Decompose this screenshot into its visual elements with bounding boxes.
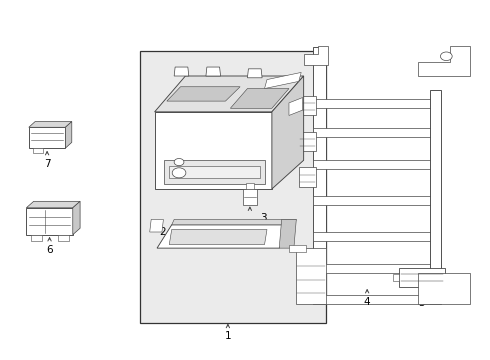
Polygon shape xyxy=(314,160,441,169)
Polygon shape xyxy=(243,189,257,205)
Polygon shape xyxy=(418,45,470,76)
Text: 4: 4 xyxy=(364,297,370,307)
Polygon shape xyxy=(73,201,80,235)
Polygon shape xyxy=(230,89,289,108)
Polygon shape xyxy=(157,225,294,248)
Polygon shape xyxy=(272,76,304,189)
Polygon shape xyxy=(279,220,296,248)
Circle shape xyxy=(441,52,452,60)
Polygon shape xyxy=(304,45,328,65)
Polygon shape xyxy=(299,96,316,116)
Polygon shape xyxy=(289,244,306,252)
Polygon shape xyxy=(31,235,42,241)
Text: 6: 6 xyxy=(46,245,53,255)
Polygon shape xyxy=(26,201,80,208)
Polygon shape xyxy=(66,122,72,148)
Polygon shape xyxy=(314,196,441,205)
Polygon shape xyxy=(246,183,254,189)
Text: 1: 1 xyxy=(224,331,231,341)
Polygon shape xyxy=(29,122,72,127)
Polygon shape xyxy=(314,295,441,304)
Polygon shape xyxy=(58,235,69,241)
Polygon shape xyxy=(26,208,73,235)
Polygon shape xyxy=(265,72,301,89)
Circle shape xyxy=(174,158,184,166)
Polygon shape xyxy=(418,273,470,304)
Polygon shape xyxy=(314,232,441,241)
Polygon shape xyxy=(33,148,44,153)
Text: 3: 3 xyxy=(260,213,266,223)
Polygon shape xyxy=(296,248,326,304)
Circle shape xyxy=(172,168,186,178)
Polygon shape xyxy=(167,87,240,101)
Polygon shape xyxy=(289,98,303,116)
Polygon shape xyxy=(247,69,262,78)
Polygon shape xyxy=(393,274,399,281)
Polygon shape xyxy=(299,167,316,187)
Polygon shape xyxy=(155,112,272,189)
Polygon shape xyxy=(299,132,316,151)
Text: 2: 2 xyxy=(159,227,166,237)
Polygon shape xyxy=(314,264,441,273)
Polygon shape xyxy=(314,99,441,108)
Polygon shape xyxy=(164,160,265,184)
Polygon shape xyxy=(155,76,304,112)
Bar xyxy=(140,51,326,323)
Text: 5: 5 xyxy=(418,298,425,308)
Polygon shape xyxy=(399,268,445,287)
Polygon shape xyxy=(169,229,267,244)
Polygon shape xyxy=(150,220,163,232)
Polygon shape xyxy=(314,128,441,137)
Polygon shape xyxy=(169,166,260,178)
Polygon shape xyxy=(430,90,441,304)
Polygon shape xyxy=(206,67,220,76)
Polygon shape xyxy=(29,127,66,148)
Text: 7: 7 xyxy=(44,159,50,169)
Polygon shape xyxy=(172,220,296,225)
Polygon shape xyxy=(174,67,189,76)
Polygon shape xyxy=(314,47,326,304)
